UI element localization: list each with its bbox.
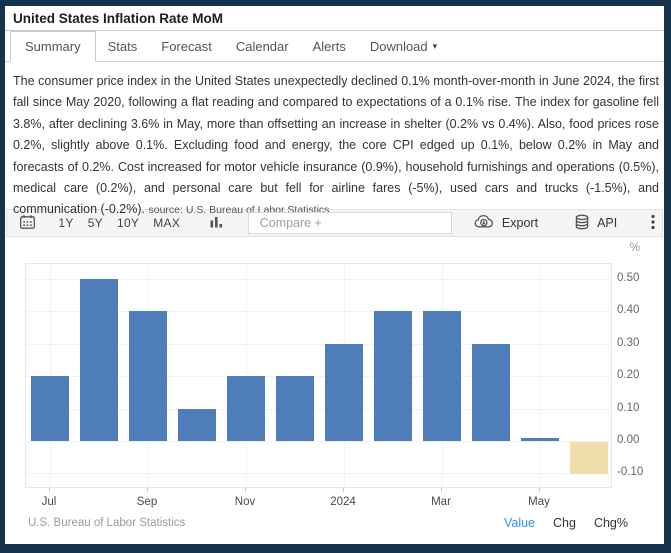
api-button[interactable]: API — [574, 214, 617, 233]
kebab-menu-icon — [651, 214, 655, 233]
y-gridline — [26, 473, 611, 474]
x-axis-tick — [441, 488, 442, 492]
calendar-icon — [19, 214, 36, 233]
tab-label: Alerts — [312, 38, 346, 54]
compare-input[interactable] — [247, 212, 452, 234]
tab-download[interactable]: Download ▾ — [358, 31, 449, 61]
range-button-max[interactable]: MAX — [146, 210, 187, 236]
y-gridline — [26, 344, 611, 345]
x-axis-tick — [343, 488, 344, 492]
chart-source-credit: U.S. Bureau of Labor Statistics — [28, 517, 186, 529]
y-gridline — [26, 376, 611, 377]
y-axis-label: 0.50 — [617, 272, 640, 284]
bar-sep-2023[interactable] — [129, 311, 167, 441]
title-bar: United States Inflation Rate MoM — [5, 6, 664, 31]
bar-aug-2023[interactable] — [80, 279, 118, 441]
x-gridline — [540, 264, 541, 487]
x-axis-tick — [147, 488, 148, 492]
bar-jul-2023[interactable] — [31, 376, 69, 441]
mode-link-chg[interactable]: Chg — [553, 516, 576, 530]
summary-text: The consumer price index in the United S… — [13, 71, 659, 222]
chart-section: % U.S. Bureau of Labor Statistics Value C… — [5, 240, 664, 544]
y-axis-label: 0.00 — [617, 434, 640, 446]
x-axis-label: Sep — [136, 496, 158, 508]
database-icon — [574, 214, 597, 233]
bar-oct-2023[interactable] — [178, 409, 216, 441]
x-axis-label: Mar — [431, 496, 451, 508]
chart-footer: U.S. Bureau of Labor Statistics Value Chg… — [5, 516, 664, 530]
range-button-5y[interactable]: 5Y — [81, 210, 110, 236]
bar-mar-2024[interactable] — [423, 311, 461, 441]
api-label: API — [597, 216, 618, 230]
tab-label: Stats — [107, 38, 138, 54]
y-axis-label: 0.10 — [617, 402, 640, 414]
range-button-group: 1Y 5Y 10Y MAX — [51, 210, 187, 236]
x-axis-label: Nov — [234, 496, 256, 508]
chevron-down-icon: ▾ — [432, 40, 438, 51]
y-axis-label: 0.40 — [617, 304, 640, 316]
y-gridline — [26, 409, 611, 410]
y-axis-label: -0.10 — [617, 466, 644, 478]
tab-stats[interactable]: Stats — [96, 31, 150, 61]
summary-section: The consumer price index in the United S… — [5, 62, 664, 216]
date-range-calendar-button[interactable] — [15, 214, 39, 233]
page-title: United States Inflation Rate MoM — [13, 11, 224, 26]
export-label: Export — [501, 216, 539, 230]
series-mode-switch: Value Chg Chg% — [504, 516, 628, 530]
tab-label: Calendar — [235, 38, 289, 54]
x-axis-label: Jul — [41, 496, 57, 508]
bar-may-2024[interactable] — [521, 438, 559, 441]
tab-label: Summary — [25, 39, 81, 54]
bar-feb-2024[interactable] — [374, 311, 412, 441]
x-axis-tick — [245, 488, 246, 492]
export-button[interactable]: Export — [474, 214, 538, 232]
y-gridline — [26, 311, 611, 312]
x-axis-tick — [539, 488, 540, 492]
bar-apr-2024[interactable] — [472, 344, 510, 441]
y-axis-label: 0.30 — [617, 337, 640, 349]
x-gridline — [50, 264, 51, 487]
tab-bar: Summary Stats Forecast Calendar Alerts Downlo… — [5, 31, 664, 62]
mode-link-chgpct[interactable]: Chg% — [593, 516, 628, 530]
bar-chart-icon — [209, 215, 224, 232]
tab-label: Download — [369, 38, 428, 54]
tab-label: Forecast — [161, 38, 212, 54]
summary-body: The consumer price index in the United S… — [13, 74, 659, 217]
plot-area — [25, 263, 612, 488]
more-options-button[interactable] — [643, 214, 662, 233]
tab-summary[interactable]: Summary — [10, 31, 96, 62]
x-gridline — [246, 264, 247, 487]
x-axis-label: May — [528, 496, 550, 508]
bar-dec-2023[interactable] — [276, 376, 314, 441]
tab-calendar[interactable]: Calendar — [224, 31, 301, 61]
cloud-download-icon — [474, 214, 502, 232]
x-axis-label: 2024 — [330, 496, 356, 508]
mode-link-value[interactable]: Value — [503, 516, 536, 530]
y-axis-label: 0.20 — [617, 369, 640, 381]
chart-type-button[interactable] — [205, 215, 228, 232]
bar-jun-2024[interactable] — [570, 442, 608, 474]
y-axis-unit: % — [629, 242, 640, 254]
bar-jan-2024[interactable] — [325, 344, 363, 441]
y-gridline — [26, 279, 611, 280]
bar-nov-2023[interactable] — [227, 376, 265, 441]
x-axis-tick — [49, 488, 50, 492]
range-button-10y[interactable]: 10Y — [110, 210, 146, 236]
tab-forecast[interactable]: Forecast — [149, 31, 224, 61]
tab-alerts[interactable]: Alerts — [301, 31, 358, 61]
range-button-1y[interactable]: 1Y — [51, 210, 80, 236]
y-gridline — [26, 441, 611, 442]
